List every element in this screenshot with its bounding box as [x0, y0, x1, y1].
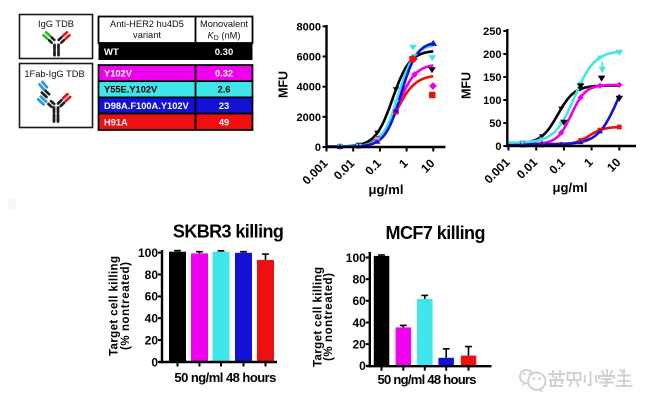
svg-text:100: 100 — [483, 95, 501, 107]
svg-text:100: 100 — [138, 246, 158, 260]
svg-text:0.1: 0.1 — [546, 155, 568, 177]
svg-text:Target cell killing: Target cell killing — [109, 256, 121, 356]
svg-text:(% nontreated): (% nontreated) — [323, 273, 335, 361]
svg-text:H91A: H91A — [104, 117, 128, 127]
svg-text:Anti-HER2 hu4D5: Anti-HER2 hu4D5 — [110, 19, 184, 29]
svg-text:1: 1 — [396, 156, 411, 171]
svg-text:μg/ml: μg/ml — [553, 180, 588, 195]
svg-text:250: 250 — [483, 26, 501, 38]
svg-text:2000: 2000 — [297, 112, 321, 124]
svg-text:1: 1 — [581, 155, 596, 170]
svg-text:0: 0 — [495, 141, 501, 153]
svg-text:1Fab-IgG TDB: 1Fab-IgG TDB — [24, 69, 84, 79]
svg-text:80: 80 — [145, 268, 159, 282]
svg-text:0: 0 — [359, 359, 366, 373]
svg-text:Y55E.Y102V: Y55E.Y102V — [104, 85, 158, 95]
svg-text:8000: 8000 — [297, 21, 321, 33]
svg-text:150: 150 — [483, 72, 501, 84]
svg-text:Target cell killing: Target cell killing — [312, 267, 324, 367]
svg-text:MFU: MFU — [460, 72, 474, 99]
svg-text:WT: WT — [104, 47, 119, 58]
svg-text:50 ng/ml 48 hours: 50 ng/ml 48 hours — [174, 370, 276, 385]
svg-text:0.001: 0.001 — [299, 156, 330, 187]
svg-text:6000: 6000 — [297, 52, 321, 64]
svg-text:0.30: 0.30 — [215, 47, 234, 58]
svg-text:Monovalent: Monovalent — [200, 19, 248, 29]
svg-text:μg/ml: μg/ml — [369, 182, 404, 197]
svg-text:4000: 4000 — [297, 82, 321, 94]
svg-text:(% nontreated): (% nontreated) — [120, 262, 132, 350]
svg-text:49: 49 — [219, 117, 229, 127]
svg-text:40: 40 — [145, 312, 159, 326]
svg-text:MCF7 killing: MCF7 killing — [386, 223, 486, 243]
svg-text:40: 40 — [352, 316, 366, 330]
svg-text:KD (nM): KD (nM) — [208, 31, 241, 43]
svg-text:0.01: 0.01 — [331, 156, 358, 183]
svg-text:50 ng/ml 48 hours: 50 ng/ml 48 hours — [378, 372, 477, 387]
svg-text:10: 10 — [418, 156, 438, 176]
svg-text:0.01: 0.01 — [514, 155, 541, 182]
svg-text:0: 0 — [315, 142, 321, 154]
svg-text:20: 20 — [352, 338, 366, 352]
svg-text:2.6: 2.6 — [218, 85, 231, 95]
svg-text:SKBR3 killing: SKBR3 killing — [173, 222, 284, 242]
svg-text:200: 200 — [483, 49, 501, 61]
svg-text:10: 10 — [604, 155, 624, 175]
svg-text:0.1: 0.1 — [362, 156, 384, 178]
svg-text:0.001: 0.001 — [481, 155, 512, 186]
svg-text:0.32: 0.32 — [215, 69, 233, 79]
svg-text:80: 80 — [352, 273, 366, 287]
svg-text:20: 20 — [145, 333, 159, 347]
svg-text:60: 60 — [352, 294, 366, 308]
svg-text:50: 50 — [489, 118, 501, 130]
svg-text:60: 60 — [145, 290, 159, 304]
svg-text:23: 23 — [219, 101, 229, 111]
svg-text:100: 100 — [346, 251, 366, 265]
svg-text:IgG TDB: IgG TDB — [38, 19, 74, 29]
svg-text:Y102V: Y102V — [104, 69, 133, 79]
svg-text:variant: variant — [133, 30, 161, 40]
svg-text:MFU: MFU — [277, 71, 291, 98]
svg-text:0: 0 — [151, 355, 158, 369]
svg-text:D98A.F100A.Y102V: D98A.F100A.Y102V — [104, 101, 190, 111]
